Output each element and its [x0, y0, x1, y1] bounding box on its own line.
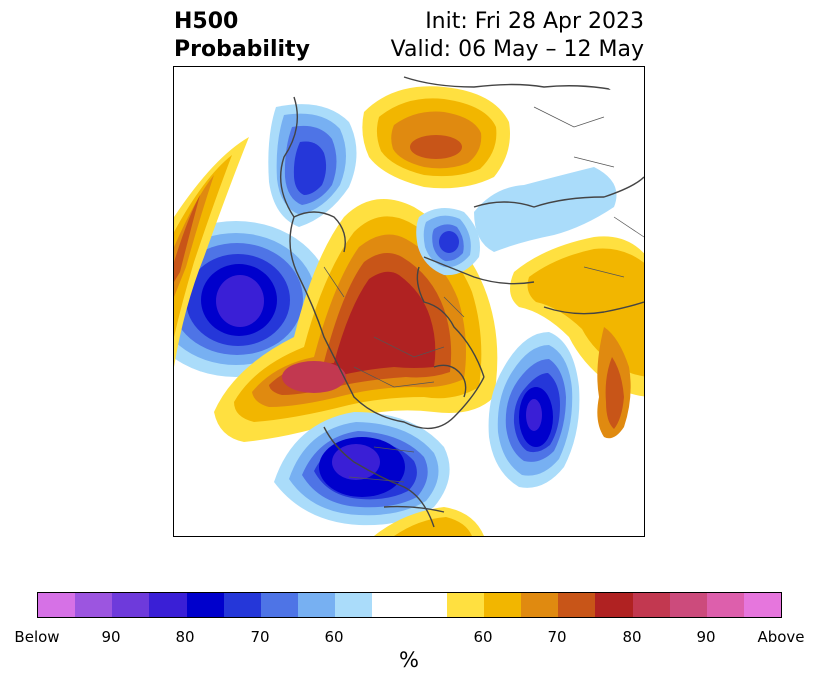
colorbar-cell — [223, 593, 261, 617]
title-variable: H500 — [174, 9, 239, 34]
title-subvariable: Probability — [174, 37, 310, 62]
colorbar-unit-label: % — [399, 648, 419, 672]
title-left: H500 Probability — [174, 8, 310, 64]
map-svg — [174, 76, 644, 536]
colorbar-tick-label: 90 — [101, 628, 121, 646]
western-atlantic-low — [488, 332, 580, 488]
iberia-high — [374, 507, 484, 536]
colorbar-tick-label: 60 — [473, 628, 493, 646]
colorbar-tick-label: 80 — [175, 628, 195, 646]
colorbar-cell — [260, 593, 299, 617]
colorbar-tick-label: 70 — [250, 628, 270, 646]
colorbar-cell — [186, 593, 224, 617]
colorbar-cell — [669, 593, 707, 617]
colorbar-tick-label: 60 — [324, 628, 344, 646]
colorbar-tick-label: 80 — [622, 628, 642, 646]
colorbar-tick-label: 70 — [547, 628, 567, 646]
colorbar — [37, 592, 782, 618]
colorbar-cell — [409, 593, 447, 617]
colorbar-tick-label: Below — [14, 628, 60, 646]
colorbar-cell — [446, 593, 484, 617]
colorbar-cell — [558, 593, 596, 617]
dateline-warm-arc — [174, 137, 249, 367]
borders — [323, 106, 644, 483]
title-right: Init: Fri 28 Apr 2023 Valid: 06 May – 12… — [391, 8, 644, 64]
siberia-high — [510, 236, 644, 439]
colorbar-tick-label: 90 — [696, 628, 716, 646]
colorbar-cell — [38, 593, 76, 617]
colorbar-cell — [298, 593, 336, 617]
colorbar-cell — [149, 593, 187, 617]
colorbar-cell — [483, 593, 522, 617]
colorbar-cell — [595, 593, 633, 617]
east-siberia-low — [416, 167, 617, 276]
probability-map — [173, 66, 645, 537]
valid-range: Valid: 06 May – 12 May — [390, 37, 644, 62]
colorbar-cell — [335, 593, 373, 617]
colorbar-cell — [521, 593, 559, 617]
eastern-us-low — [274, 412, 450, 526]
coastlines — [279, 76, 644, 528]
init-date: Init: Fri 28 Apr 2023 — [425, 9, 644, 34]
colorbar-cell — [372, 593, 410, 617]
colorbar-cell — [632, 593, 670, 617]
greenland-arctic-high — [362, 86, 510, 189]
colorbar-tick-label: Above — [757, 628, 805, 646]
colorbar-cell — [75, 593, 113, 617]
colorbar-cell — [706, 593, 744, 617]
probability-field — [174, 76, 644, 536]
colorbar-cell — [743, 593, 782, 617]
colorbar-cell — [112, 593, 150, 617]
